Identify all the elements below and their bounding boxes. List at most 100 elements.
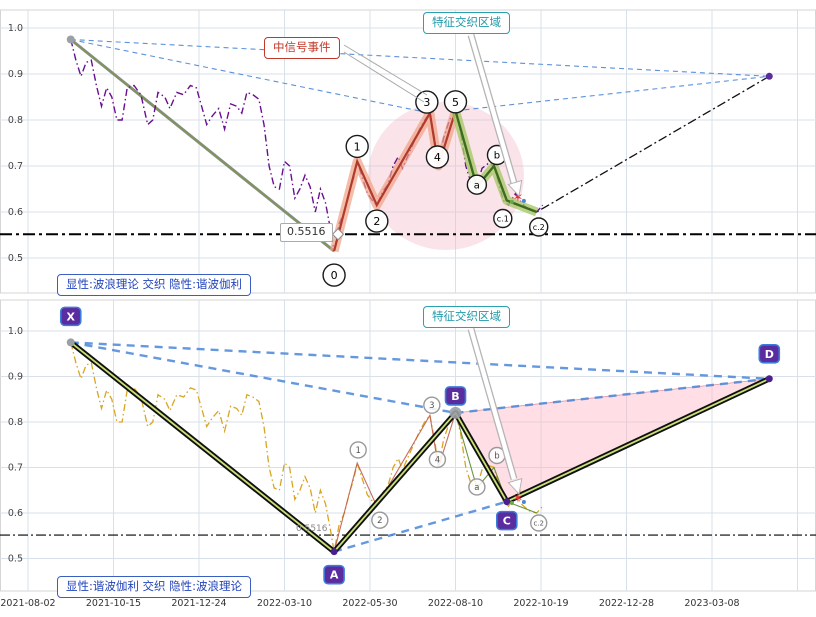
x-tick-label: 2022-10-19 — [513, 598, 568, 609]
wave-marker-label: 3 — [423, 96, 430, 109]
wave-marker — [493, 208, 513, 229]
harmonic-badge-label: X — [67, 310, 76, 323]
wave-marker — [466, 174, 488, 195]
pivot-dot — [765, 375, 773, 383]
harmonic-guide-line — [455, 377, 770, 415]
pivot-dot — [503, 498, 511, 506]
zone-arrow-head — [507, 477, 523, 496]
pattern-highlight — [368, 102, 524, 250]
y-tick-label: 0.5 — [8, 554, 23, 565]
wave-marker-label: 1 — [354, 140, 361, 153]
y-tick-label: 1.0 — [8, 326, 23, 337]
y-tick-label: 0.9 — [8, 69, 23, 80]
wave-marker — [529, 217, 549, 237]
fib-guide-line — [70, 38, 430, 114]
wave-marker — [322, 263, 346, 287]
harmonic-badge — [323, 564, 345, 585]
y-tick-label: 0.8 — [8, 417, 23, 428]
wave-marker-label: 4 — [435, 456, 440, 466]
x-tick-label: 2021-10-15 — [86, 598, 141, 609]
trend-line-core — [70, 39, 335, 252]
wave-marker-label: 2 — [373, 215, 380, 228]
harmonic-badge-label: A — [330, 569, 339, 582]
confluence-dot — [509, 199, 514, 204]
fib-guide-line — [455, 75, 770, 112]
harmonic-badge — [444, 386, 467, 406]
wave-marker — [365, 209, 389, 233]
panel-bg — [0, 299, 816, 592]
wave-marker-label: c.2 — [533, 520, 544, 528]
x-tick-label: 2021-12-24 — [171, 598, 226, 609]
wave-marker-label: 1 — [355, 446, 360, 456]
harmonic-badge-label: C — [503, 515, 511, 528]
threshold-diamond — [331, 228, 345, 241]
signal-event-label: 中信号事件 — [264, 37, 340, 59]
wave-marker-label: c.2 — [533, 223, 545, 232]
y-tick-label: 0.7 — [8, 161, 23, 172]
y-tick-label: 0.7 — [8, 463, 23, 474]
series-start-dot — [66, 338, 75, 347]
wave-marker — [468, 478, 486, 496]
wave-marker — [345, 134, 369, 159]
feature-zone-label-bottom: 特征交织区域 — [423, 306, 510, 328]
confluence-star-icon: ✶ — [512, 190, 523, 205]
pivot-dot — [449, 406, 462, 419]
zone-arrow-head — [507, 179, 523, 198]
zone-arrow — [468, 34, 517, 184]
harmonic-guide-line — [70, 341, 456, 415]
wave-marker-label: b — [494, 452, 499, 462]
confluence-star-icon: ✶ — [512, 491, 523, 506]
confluence-dot — [521, 198, 526, 203]
wave-marker-label: b — [494, 151, 500, 162]
wave-marker-label: 4 — [434, 151, 441, 164]
wave-marker-label: 5 — [452, 96, 459, 109]
target-dot — [765, 72, 773, 80]
x-tick-label: 2021-08-02 — [0, 598, 55, 609]
wave-marker — [428, 450, 447, 469]
projection-dashdot-line — [536, 75, 770, 213]
wave-marker — [371, 511, 389, 529]
harmonic-guide-line — [333, 500, 508, 553]
wave-marker-label: 3 — [429, 401, 434, 411]
confluence-dot — [509, 500, 514, 505]
harmonic-badge — [495, 510, 518, 531]
wave-marker — [423, 396, 441, 414]
wave-marker — [530, 514, 548, 532]
x-tick-label: 2022-12-28 — [599, 598, 654, 609]
harmonic-badge-label: B — [451, 390, 459, 403]
x-tick-label: 2022-03-10 — [257, 598, 312, 609]
wave-marker-label: c.1 — [497, 214, 509, 223]
wave-marker-label: a — [474, 180, 480, 191]
pivot-dot — [330, 548, 338, 556]
event-leader-line — [343, 51, 425, 103]
x-tick-label: 2022-08-10 — [428, 598, 483, 609]
wave-marker-label: 0 — [331, 269, 338, 282]
legend-elliott-panel: 显性:波浪理论 交织 隐性:谐波伽利 — [57, 274, 252, 296]
harmonic-guide-line — [70, 341, 770, 380]
x-tick-label: 2023-03-08 — [684, 598, 739, 609]
y-tick-label: 0.9 — [8, 372, 23, 383]
confluence-dot — [521, 499, 526, 504]
y-tick-label: 0.8 — [8, 115, 23, 126]
wave-marker-label: 2 — [377, 516, 382, 526]
feature-zone-label-top: 特征交织区域 — [423, 12, 510, 34]
event-leader-line — [343, 44, 428, 96]
harmonic-badge — [758, 343, 781, 364]
harmonic-badge — [59, 306, 82, 327]
wave-marker-label: a — [474, 483, 479, 493]
threshold-value-label-top: 0.5516 — [280, 223, 333, 242]
corrective-wave — [454, 110, 538, 214]
corrective-wave-faint — [454, 412, 537, 514]
zone-arrow — [468, 328, 517, 480]
y-tick-label: 0.6 — [8, 207, 23, 218]
wave-marker — [415, 90, 439, 114]
wave-marker — [349, 441, 367, 459]
x-tick-label: 2022-05-30 — [342, 598, 397, 609]
harmonic-badge-label: D — [765, 348, 774, 361]
y-tick-label: 0.5 — [8, 253, 23, 264]
legend-harmonic-panel: 显性:谐波伽利 交织 隐性:波浪理论 — [57, 576, 252, 598]
y-tick-label: 0.6 — [8, 508, 23, 519]
threshold-value-label-bottom: 0.5516 — [296, 524, 328, 534]
